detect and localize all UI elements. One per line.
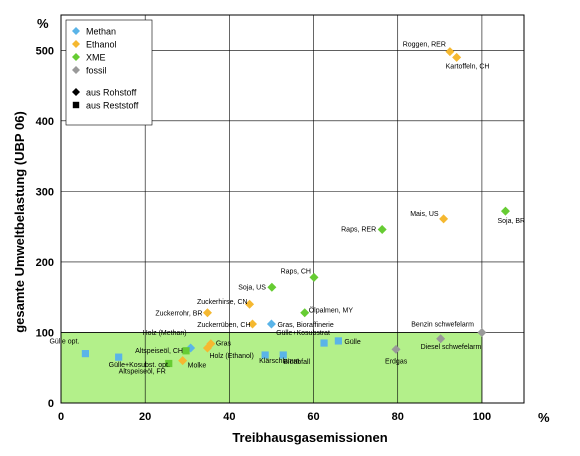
data-label: Bioabfall [283,359,310,366]
grid-lines [61,15,524,403]
reference-region [60,332,483,404]
data-label: Ölpalmen, MY [309,307,354,315]
data-point [202,308,212,318]
x-tick-label: 40 [223,411,235,423]
data-point [279,351,287,359]
data-point [300,308,310,318]
legend-marker [72,88,80,96]
data-label: Zuckerrohr, BR [155,311,202,318]
data-label: Gras, Bioraffinerie [277,322,333,329]
data-point [500,206,510,216]
data-point [182,347,190,355]
data-label: Mais, US [410,211,439,218]
data-point [206,339,216,349]
data-point [248,319,258,329]
data-label: Gras [216,341,232,348]
y-tick-label: 200 [36,257,54,269]
plot-background [60,332,483,404]
data-label: Kartoffeln, CH [446,63,490,70]
legend-label: aus Reststoff [86,101,139,111]
data-label: Zuckerhirse, CN [197,299,248,306]
data-label: Benzin schwefelarm [411,321,474,328]
legend: Methan Ethanol XME fossil aus Rohstoff aus Re… [65,19,153,126]
data-point [165,359,173,368]
data-point [261,351,269,359]
point-labels: Gülle opt. Gülle+Kosubst. opt. Holz (Metha… [49,42,525,376]
data-point [334,337,342,345]
legend-box [65,19,153,126]
legend-label: Ethanol [86,40,117,50]
y-tick-label: 100 [36,327,54,339]
data-point [452,52,462,62]
data-label: Gülle [344,339,360,346]
data-point [266,319,276,329]
data-point [267,282,277,292]
data-point [81,350,90,358]
x-axis-label: Treibhausgasemissionen [232,430,387,445]
data-label: Altspeiseöl, CH [135,348,183,355]
data-label: Soja, US [238,284,266,291]
data-label: Soja, BR [497,218,525,225]
legend-label: Methan [86,27,116,37]
y-tick-label: 0 [48,398,54,410]
x-tick-label: 100 [473,411,491,423]
axes: 0 100 200 300 400 500 0 20 40 60 80 100 [36,14,525,423]
x-tick-label: 60 [307,411,319,423]
data-label: Molke [188,363,207,370]
y-tick-label: 400 [36,116,54,128]
data-point [178,356,188,366]
data-label: Raps, CH [281,268,311,275]
data-point [477,327,487,337]
legend-marker [72,101,80,109]
x-tick-label: 20 [139,411,151,423]
legend-label: aus Rohstoff [86,88,137,98]
data-point [436,334,446,344]
data-label: Gülle opt. [49,339,79,346]
legend-label: XME [86,53,106,63]
data-label: Raps, RER [341,226,376,233]
data-label: Roggen, RER [403,42,446,49]
data-point [320,339,328,347]
data-point [309,272,319,282]
legend-marker [72,40,80,48]
x-tick-label: 0 [58,411,64,423]
y-tick-label: 300 [36,186,54,198]
x-tick-label: 80 [392,411,404,423]
legend-label: fossil [86,66,107,76]
y-tick-label: 500 [36,45,54,57]
x-unit-label: % [538,410,550,425]
data-label: Altspeiseöl, FR [119,368,166,375]
data-label: Holz (Ethanol) [209,353,253,360]
data-point [439,214,449,224]
data-label: Klärschlamm [259,358,300,365]
y-axis-label: gesamte Umweltbelastung (UBP 06) [12,111,27,333]
legend-marker [72,27,80,35]
data-points [81,47,510,368]
y-unit-label: % [37,16,49,31]
data-label: Erdgas [385,358,408,365]
data-label: Diesel schwefelarm [421,344,482,351]
data-point [445,47,455,57]
legend-marker [72,66,80,74]
data-point [115,353,123,361]
data-label: Gülle+Kosubstrat [276,330,330,337]
data-label: Gülle+Kosubst. opt. [109,362,170,369]
data-point [245,299,255,309]
data-label: Holz (Methan) [143,330,187,337]
legend-marker [72,53,80,61]
data-label: Zuckerrüben, CH [197,322,250,329]
data-point [391,344,401,354]
plot-frame [60,14,525,404]
data-point [377,224,387,234]
